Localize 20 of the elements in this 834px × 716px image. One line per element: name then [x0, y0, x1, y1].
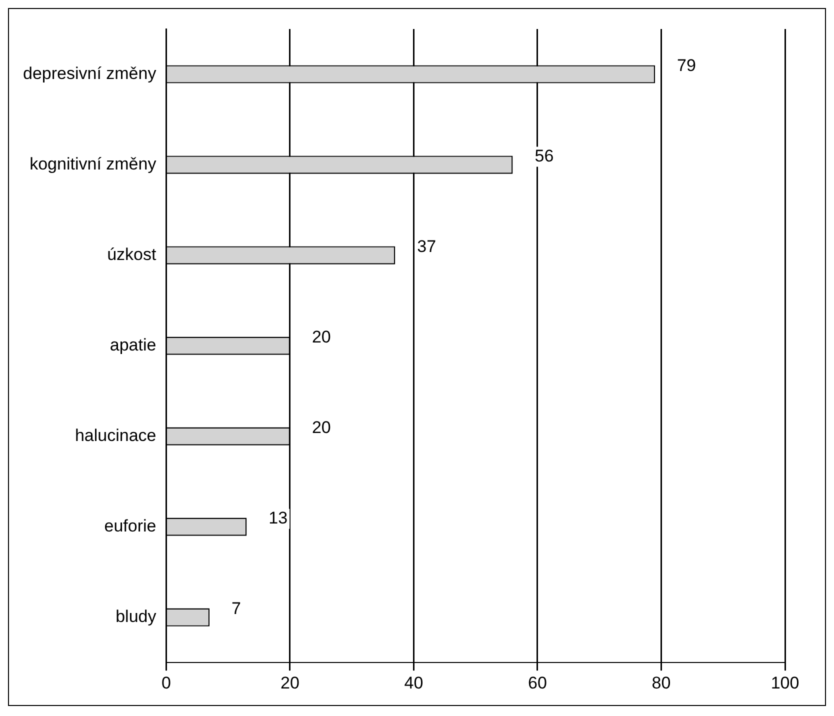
data-label: 56 — [534, 146, 554, 166]
data-label: 79 — [677, 56, 696, 75]
x-tick-label: 80 — [652, 673, 671, 692]
x-tick-label: 20 — [280, 673, 300, 692]
x-tick-label: 60 — [528, 673, 547, 692]
data-label: 13 — [268, 508, 288, 528]
data-label: 7 — [232, 599, 242, 618]
x-tick-label: 0 — [161, 673, 171, 692]
x-tick-label: 40 — [404, 673, 424, 692]
y-tick-label: apatie — [110, 335, 156, 354]
x-tick-label: 100 — [770, 673, 800, 692]
y-tick-label: úzkost — [107, 244, 156, 264]
y-tick-label: kognitivní změny — [30, 154, 157, 174]
y-tick-label: halucinace — [74, 426, 156, 445]
data-label: 37 — [417, 236, 436, 256]
y-tick-label: euforie — [104, 516, 156, 536]
y-tick-label: bludy — [116, 607, 157, 626]
data-label: 20 — [312, 418, 331, 437]
data-label: 20 — [312, 327, 331, 346]
y-tick-label: depresivní změny — [22, 64, 157, 83]
